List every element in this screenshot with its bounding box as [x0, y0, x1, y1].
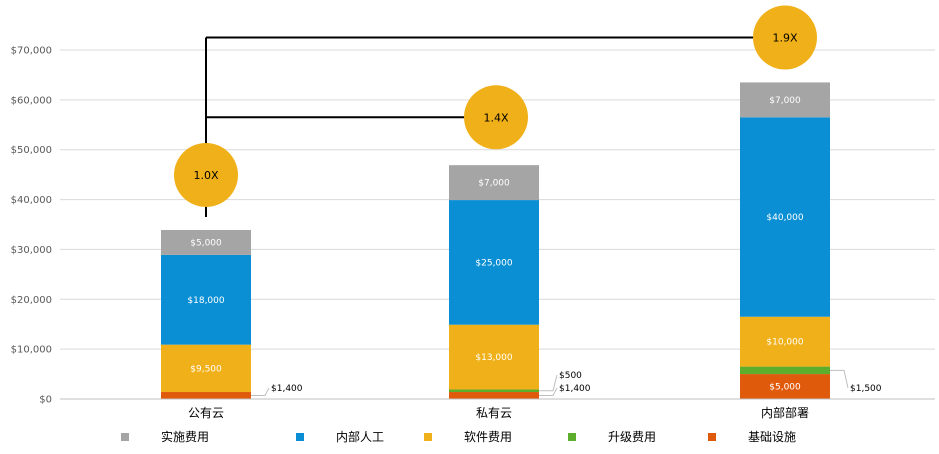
bar-segment — [740, 374, 830, 399]
label-leader-line — [251, 387, 270, 397]
y-tick-label: $20,000 — [11, 295, 52, 306]
segment-label: $7,000 — [769, 96, 801, 106]
y-axis-ticks: $0 $10,000 $20,000 $30,000 $40,000 $50,000 $60… — [11, 46, 52, 406]
multiplier-label: 1.0X — [193, 169, 218, 182]
bar-segment — [449, 389, 539, 393]
bar-segment — [449, 165, 539, 201]
bar-segment — [161, 229, 251, 255]
label-leader-line — [539, 374, 558, 392]
multiplier-bubble — [753, 5, 817, 70]
segment-label: $5,000 — [190, 238, 222, 248]
label-leader-line — [830, 369, 849, 389]
legend-label: 实施费用 — [161, 429, 209, 444]
legend-label: 软件费用 — [464, 430, 512, 444]
legend-label: 基础设施 — [748, 430, 796, 444]
bar-segment — [161, 392, 251, 399]
legend-label: 升级费用 — [608, 430, 656, 444]
category-label: 私有云 — [476, 406, 512, 420]
multiplier-label: 1.4X — [483, 111, 508, 124]
segment-label: $25,000 — [475, 258, 512, 268]
segment-label-outside: $1,500 — [850, 384, 882, 394]
legend-label: 内部人工 — [336, 429, 384, 444]
multipliers: 1.0X 1.4X 1.9X — [174, 5, 817, 217]
bar-segment — [740, 82, 830, 118]
data-labels: $5,000 $18,000 $9,500 $1,400 $7,000 $25,000 $1… — [187, 96, 882, 397]
segment-label: $18,000 — [187, 296, 224, 306]
legend-swatch — [296, 433, 304, 441]
segment-label-outside: $500 — [559, 371, 582, 381]
segment-label: $7,000 — [478, 179, 510, 189]
bar-segment — [449, 324, 539, 390]
segment-label: $13,000 — [475, 353, 512, 363]
bars — [161, 82, 830, 399]
bar-segment — [449, 392, 539, 399]
y-tick-label: $50,000 — [11, 145, 52, 156]
y-tick-label: $60,000 — [11, 95, 52, 106]
bar-segment — [161, 254, 251, 345]
segment-label-outside: $1,400 — [271, 384, 303, 394]
y-tick-label: $0 — [39, 395, 52, 406]
bar-segment — [740, 117, 830, 317]
multiplier-label: 1.9X — [772, 32, 797, 45]
segment-label: $5,000 — [769, 383, 801, 393]
legend-swatch — [424, 433, 432, 441]
y-tick-label: $40,000 — [11, 195, 52, 206]
bar-segment — [740, 316, 830, 367]
x-axis-categories: 公有云 私有云 内部部署 — [188, 405, 809, 420]
segment-label: $10,000 — [766, 338, 803, 348]
label-leader-line — [539, 387, 558, 397]
y-tick-label: $70,000 — [11, 46, 52, 57]
multiplier-bubble — [464, 85, 528, 150]
segment-label: $40,000 — [766, 213, 803, 223]
legend: 实施费用 内部人工 软件费用 升级费用 基础设施 — [121, 429, 796, 444]
y-tick-label: $30,000 — [11, 245, 52, 256]
category-label: 内部部署 — [761, 405, 809, 420]
bar-segment — [740, 366, 830, 375]
bar-segment — [161, 344, 251, 393]
legend-swatch — [121, 433, 129, 441]
segment-label-outside: $1,400 — [559, 384, 591, 394]
multiplier-bubble — [174, 142, 238, 207]
segment-label: $9,500 — [190, 364, 222, 374]
y-tick-label: $10,000 — [11, 345, 52, 356]
bar-segment — [449, 200, 539, 325]
category-label: 公有云 — [188, 406, 224, 420]
legend-swatch — [708, 433, 716, 441]
legend-swatch — [568, 433, 576, 441]
